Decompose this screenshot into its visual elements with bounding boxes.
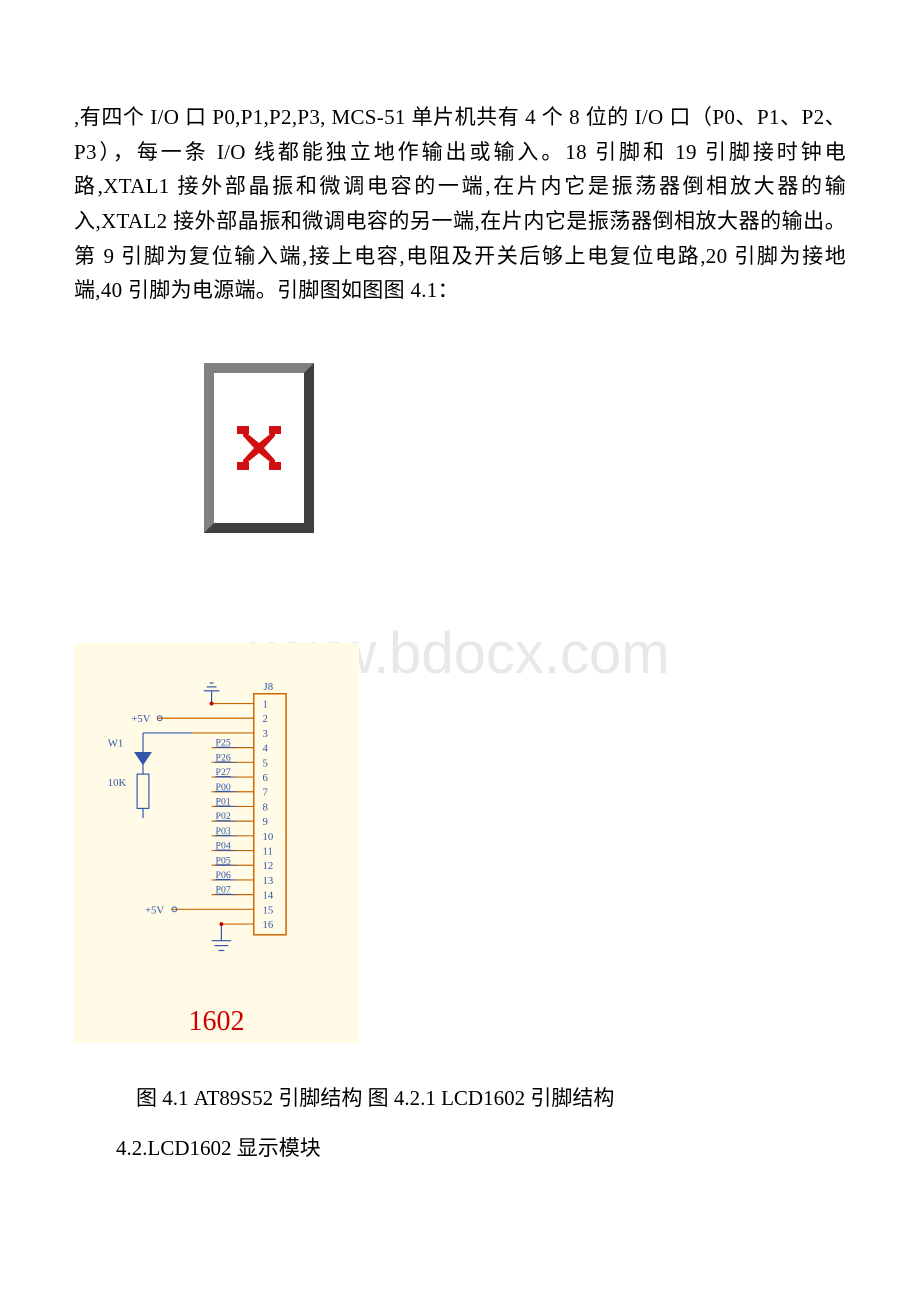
svg-text:4: 4 [263,742,269,754]
connector-label: J8 [264,681,274,693]
svg-text:P06: P06 [216,870,231,881]
svg-text:6: 6 [263,772,269,784]
junction-16 [219,922,223,926]
svg-text:12: 12 [263,860,274,872]
svg-text:P07: P07 [216,885,231,896]
svg-text:P04: P04 [216,840,231,851]
svg-text:2: 2 [263,713,268,725]
content-layer: ,有四个 I/O 口 P0,P1,P2,P3, MCS-51 单片机共有 4 个… [74,100,846,1166]
schematic-svg: J8 1 2 3 4 5 6 7 8 9 10 11 12 13 14 15 1… [94,673,339,983]
svg-text:P01: P01 [216,796,231,807]
svg-text:13: 13 [263,875,274,887]
schematic-1602-label: 1602 [94,1006,339,1038]
broken-image-icon [237,426,281,470]
svg-text:P02: P02 [216,811,231,822]
ground-top [204,683,220,704]
svg-text:14: 14 [263,889,274,901]
main-paragraph: ,有四个 I/O 口 P0,P1,P2,P3, MCS-51 单片机共有 4 个… [74,100,846,308]
broken-image-placeholder [204,363,314,533]
svg-text:3: 3 [263,728,268,740]
pin-numbers: 1 2 3 4 5 6 7 8 9 10 11 12 13 14 15 16 [263,698,274,930]
potentiometer [135,733,192,774]
resistor [137,774,149,808]
svg-text:8: 8 [263,801,268,813]
svg-text:10: 10 [263,831,274,843]
svg-text:P00: P00 [216,782,231,793]
junction-1 [210,701,214,705]
svg-text:9: 9 [263,816,268,828]
svg-text:P03: P03 [216,826,231,837]
svg-text:P26: P26 [216,752,231,763]
svg-text:P05: P05 [216,855,231,866]
figure-caption: 图 4.1 AT89S52 引脚结构 图 4.2.1 LCD1602 引脚结构 [136,1081,846,1116]
svg-text:15: 15 [263,904,274,916]
subsection-heading: 4.2.LCD1602 显示模块 [116,1131,846,1166]
resistor-label: 10K [108,777,127,789]
svg-text:7: 7 [263,787,269,799]
ground-bottom [212,924,232,950]
svg-text:P27: P27 [216,767,231,778]
voltage-label-top: +5V [131,713,150,725]
pot-label: W1 [108,738,124,750]
port-labels: P25 P26 P27 P00 P01 P02 P03 P04 P05 P06 … [216,738,231,896]
lcd1602-schematic: J8 1 2 3 4 5 6 7 8 9 10 11 12 13 14 15 1… [74,643,359,1043]
svg-text:1: 1 [263,698,268,710]
pin-wires [158,703,254,924]
svg-text:11: 11 [263,845,273,857]
svg-text:16: 16 [263,919,274,931]
svg-text:5: 5 [263,757,268,769]
svg-text:P25: P25 [216,738,231,749]
voltage-label-bottom: +5V [145,904,164,916]
